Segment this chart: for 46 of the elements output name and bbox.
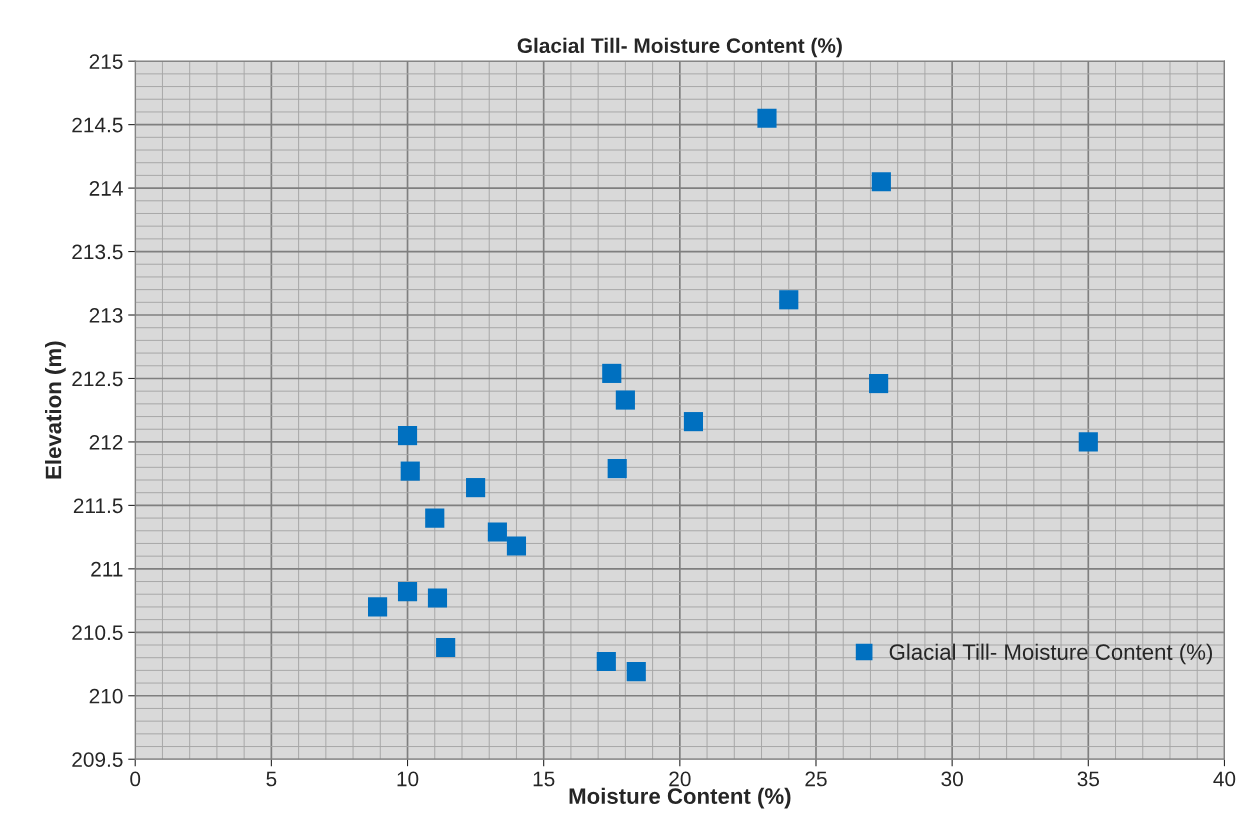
point: [779, 290, 799, 310]
y-tick-label: 210.5: [72, 625, 123, 641]
point: [427, 588, 448, 608]
point: [1078, 432, 1098, 452]
x-tick-label: 30: [941, 771, 963, 787]
point: [506, 536, 527, 556]
point: [425, 508, 445, 528]
point: [368, 597, 388, 617]
point: [466, 478, 486, 498]
point: [757, 108, 777, 128]
y-tick-label: 214: [89, 181, 123, 196]
x-tick-label: 35: [1077, 771, 1100, 787]
point: [615, 390, 635, 410]
x-tick-label: 40: [1213, 771, 1236, 787]
point: [400, 461, 420, 481]
x-tick-label: 25: [805, 771, 827, 787]
chart-title: Glacial Till- Moisture Content (%): [517, 37, 842, 58]
y-tick-label: 214.5: [72, 117, 123, 133]
x-tick-label: 0: [130, 771, 141, 787]
x-tick-label: 20: [669, 771, 691, 787]
point: [596, 651, 616, 672]
y-tick-label: 210: [89, 688, 123, 704]
point: [602, 363, 622, 383]
point: [871, 172, 891, 192]
point: [607, 459, 627, 479]
x-tick-label: 15: [533, 771, 555, 787]
point: [487, 522, 507, 542]
y-tick-label: 212: [89, 434, 123, 450]
y-tick-label: 211: [91, 561, 123, 577]
point: [683, 412, 704, 432]
point: [869, 373, 889, 394]
y-axis-title: Elevation (m): [45, 341, 66, 479]
point: [397, 582, 418, 602]
x-axis-title: Moisture Content (%): [569, 787, 791, 809]
y-tick-label: 209.5: [72, 752, 123, 767]
x-tick-label: 5: [266, 771, 277, 787]
y-tick-label: 215: [89, 54, 123, 69]
y-tick-label: 213.5: [72, 244, 123, 260]
point: [436, 637, 456, 658]
x-tick-label: 10: [397, 771, 419, 787]
point: [626, 662, 646, 682]
point: [397, 426, 418, 446]
y-tick-label: 213: [89, 308, 123, 323]
y-tick-label: 212.5: [72, 371, 123, 387]
legend-label: Glacial Till- Moisture Content (%): [889, 643, 1212, 665]
y-tick-label: 211.5: [73, 498, 123, 514]
